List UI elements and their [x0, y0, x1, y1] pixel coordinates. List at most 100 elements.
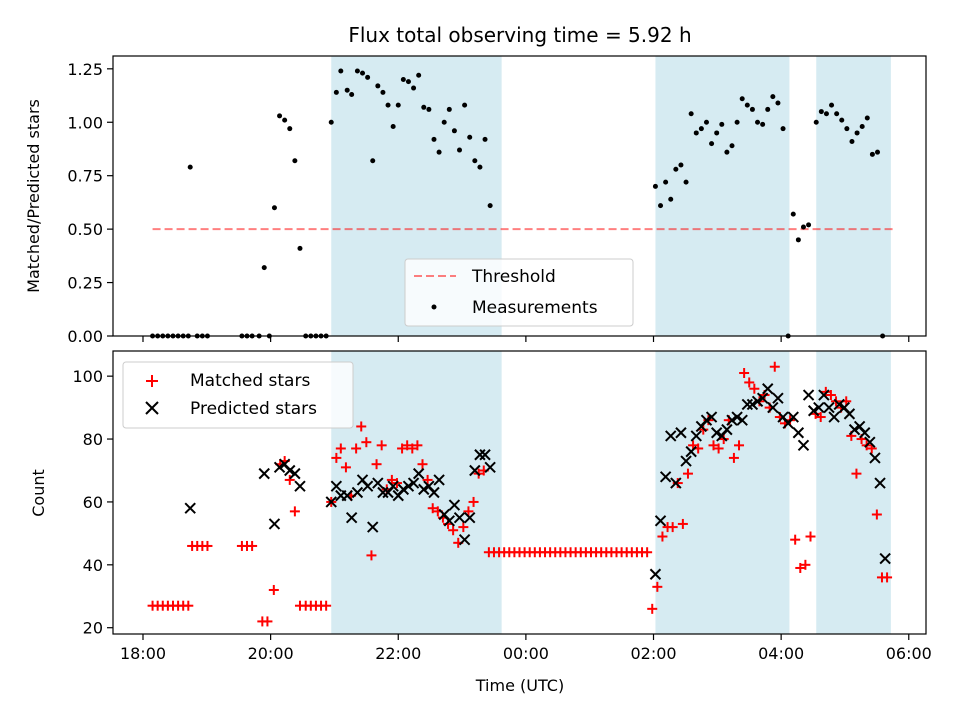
matched-star-point	[882, 572, 893, 583]
measurement-point	[375, 83, 381, 89]
measurement-point	[441, 119, 447, 125]
measurement-point	[760, 121, 766, 127]
x-tick-label: 00:00	[503, 644, 549, 663]
count-y-tick-label: 100	[72, 367, 103, 386]
predicted-star-point	[833, 398, 845, 411]
measurement-point	[854, 130, 860, 136]
matched-star-point	[682, 468, 693, 479]
measurement-point	[467, 134, 473, 140]
measurement-point	[338, 68, 344, 74]
ratio-y-tick-label: 0.50	[67, 220, 103, 239]
matched-star-point	[795, 562, 806, 573]
matched-star-point	[667, 522, 678, 533]
predicted-star-point	[407, 477, 420, 489]
matched-star-point	[268, 584, 279, 595]
x-axis-label: Time (UTC)	[475, 676, 564, 695]
count-legend: Matched stars Predicted stars	[122, 361, 354, 429]
predicted-star-point	[823, 401, 835, 414]
measurement-point	[436, 149, 442, 155]
predicted-star-point	[268, 518, 281, 530]
measurement-point	[698, 126, 704, 132]
measurement-point	[333, 89, 339, 95]
predicted-star-point	[289, 467, 301, 480]
measurement-point	[834, 111, 840, 117]
predicted-star-point	[659, 471, 672, 483]
ratio-y-ticks: 0.00 0.25 0.50 0.75 1.00 1.25	[67, 60, 113, 346]
predicted-star-point	[351, 486, 364, 499]
measurement-point	[709, 141, 715, 147]
matched-star-point	[331, 452, 342, 463]
count-observing-span	[331, 351, 502, 634]
matched-star-point	[642, 547, 653, 558]
measurement-point	[282, 117, 288, 123]
predicted-star-point	[848, 423, 861, 436]
predicted-star-point	[402, 480, 415, 492]
count-y-ticks: 20 40 60 80 100	[72, 367, 113, 638]
measurement-point	[462, 102, 468, 108]
predicted-star-point	[418, 483, 430, 496]
count-data-marks	[147, 361, 893, 627]
measurement-point	[790, 211, 796, 217]
predicted-star-point	[675, 427, 687, 439]
measurement-point	[416, 72, 422, 78]
predicted-star-point	[654, 515, 667, 527]
measurement-point	[380, 89, 386, 95]
predicted-star-point	[762, 383, 774, 395]
predicted-star-point	[736, 414, 748, 426]
measurement-point	[729, 143, 735, 149]
measurement-point	[693, 130, 699, 136]
measurement-point	[261, 265, 267, 271]
matched-star-point	[744, 377, 755, 388]
matched-star-point	[340, 462, 351, 473]
ratio-y-tick-label: 1.00	[67, 113, 103, 132]
measurement-point	[349, 91, 355, 97]
ratio-x-ticks	[142, 336, 910, 342]
predicted-star-point	[443, 515, 456, 527]
measurement-point	[844, 126, 850, 132]
predicted-star-point	[797, 439, 810, 452]
ratio-observing-spans	[331, 56, 891, 336]
matched-star-point	[376, 440, 387, 451]
measurement-point	[806, 222, 812, 228]
predicted-star-point	[787, 411, 799, 423]
x-tick-label: 18:00	[120, 644, 166, 663]
measurements-legend-label: Measurements	[472, 298, 598, 318]
measurement-point	[426, 106, 432, 112]
ratio-observing-span	[655, 56, 790, 336]
predicted-star-point	[397, 483, 410, 496]
x-tick-label: 22:00	[375, 644, 421, 663]
x-tick-label: 04:00	[758, 644, 804, 663]
matched-star-point	[183, 600, 194, 611]
measurement-point	[411, 85, 417, 91]
measurement-point	[658, 203, 664, 209]
count-y-tick-label: 60	[83, 493, 103, 512]
predicted-star-point	[453, 511, 466, 524]
matched-star-point	[397, 443, 408, 454]
ratio-panel: 0.00 0.25 0.50 0.75 1.00 1.25 Matched/Predict…	[24, 55, 927, 346]
measurement-point	[405, 79, 411, 85]
measurement-point	[482, 136, 488, 142]
matched-star-point	[713, 443, 724, 454]
count-y-tick-label: 20	[83, 619, 103, 638]
predicted-star-point	[341, 489, 353, 502]
predicted-star-point	[433, 474, 445, 486]
measurement-point	[354, 68, 360, 74]
measurement-point	[385, 102, 391, 108]
measurement-point	[818, 109, 824, 115]
predicted-star-point	[428, 486, 440, 499]
ratio-y-tick-label: 0.00	[67, 327, 103, 346]
count-observing-spans	[331, 351, 891, 634]
matched-star-point	[284, 474, 295, 485]
predicted-star-point	[294, 480, 306, 492]
predicted-star-point	[874, 477, 886, 489]
matched-star-point	[361, 437, 372, 448]
predicted-star-point	[670, 477, 682, 489]
matched-star-point	[769, 361, 780, 372]
count-observing-span	[816, 351, 891, 634]
measurement-point	[663, 179, 669, 185]
matched-star-point	[728, 452, 739, 463]
measurement-point	[859, 124, 865, 130]
ratio-axes-frame	[112, 55, 927, 337]
predicted-star-point	[792, 427, 805, 439]
matched-star-point	[790, 534, 801, 545]
